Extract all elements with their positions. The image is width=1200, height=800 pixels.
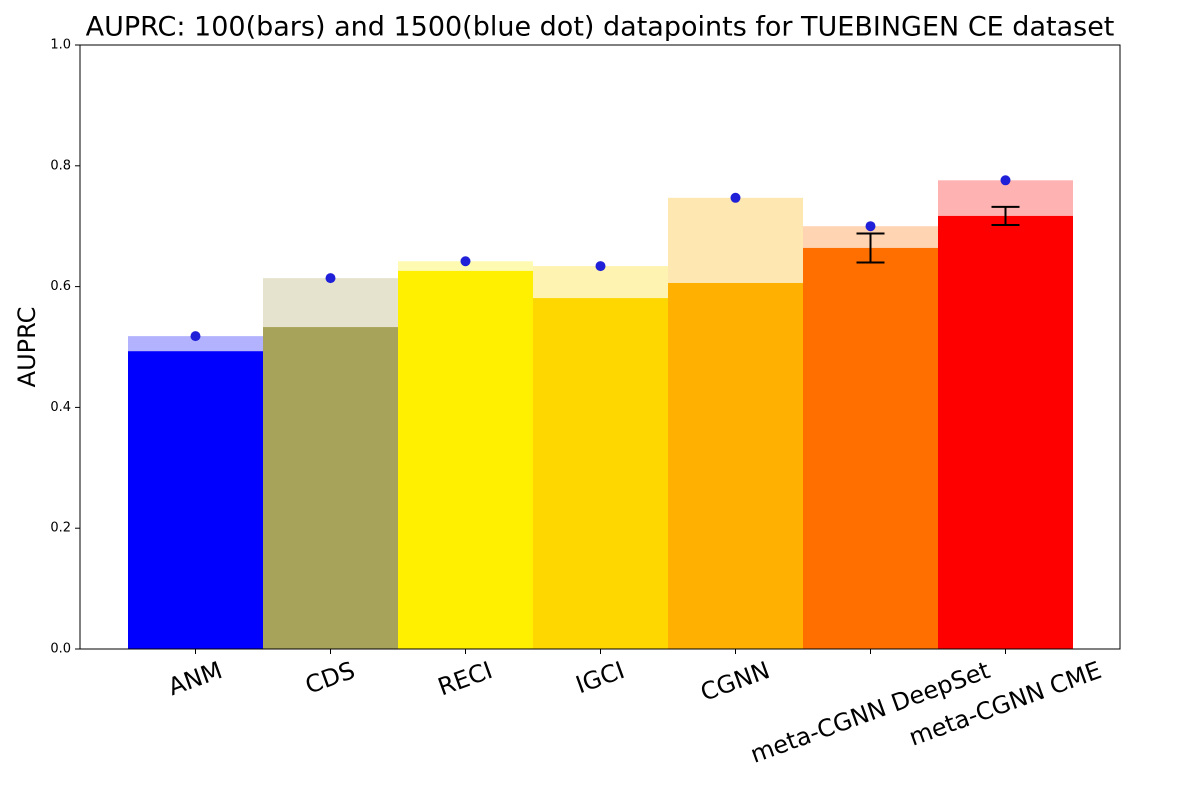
bar (263, 327, 398, 649)
chart-title: AUPRC: 100(bars) and 1500(blue dot) data… (86, 12, 1115, 43)
dot-1500 (865, 221, 876, 232)
dot-1500 (595, 261, 606, 272)
x-tick-label: CDS (302, 656, 359, 700)
bar (398, 270, 533, 649)
bar (938, 215, 1073, 649)
x-tick-label: RECI (434, 656, 496, 701)
y-tick-label: 0.2 (50, 521, 71, 536)
bar (803, 247, 938, 649)
x-tick-label: ANM (164, 656, 225, 701)
bar (533, 298, 668, 649)
y-tick-label: 0.8 (50, 158, 71, 173)
x-tick-label: IGCI (572, 656, 628, 699)
y-tick-label: 0.4 (50, 400, 71, 415)
bar (668, 282, 803, 649)
y-axis-label: AUPRC (13, 307, 41, 388)
plot-frame (79, 44, 1121, 650)
dot-1500 (325, 273, 336, 284)
dot-1500 (190, 331, 201, 342)
dot-1500 (460, 256, 471, 267)
y-tick-label: 1.0 (50, 38, 71, 53)
dot-1500 (1000, 175, 1011, 186)
x-tick-label: CGNN (697, 656, 774, 707)
y-tick-label: 0.6 (50, 279, 71, 294)
y-tick-label: 0.0 (50, 642, 71, 657)
x-tick-label: meta-CGNN CME (905, 656, 1105, 752)
dot-1500 (730, 192, 741, 203)
bar (128, 351, 263, 649)
